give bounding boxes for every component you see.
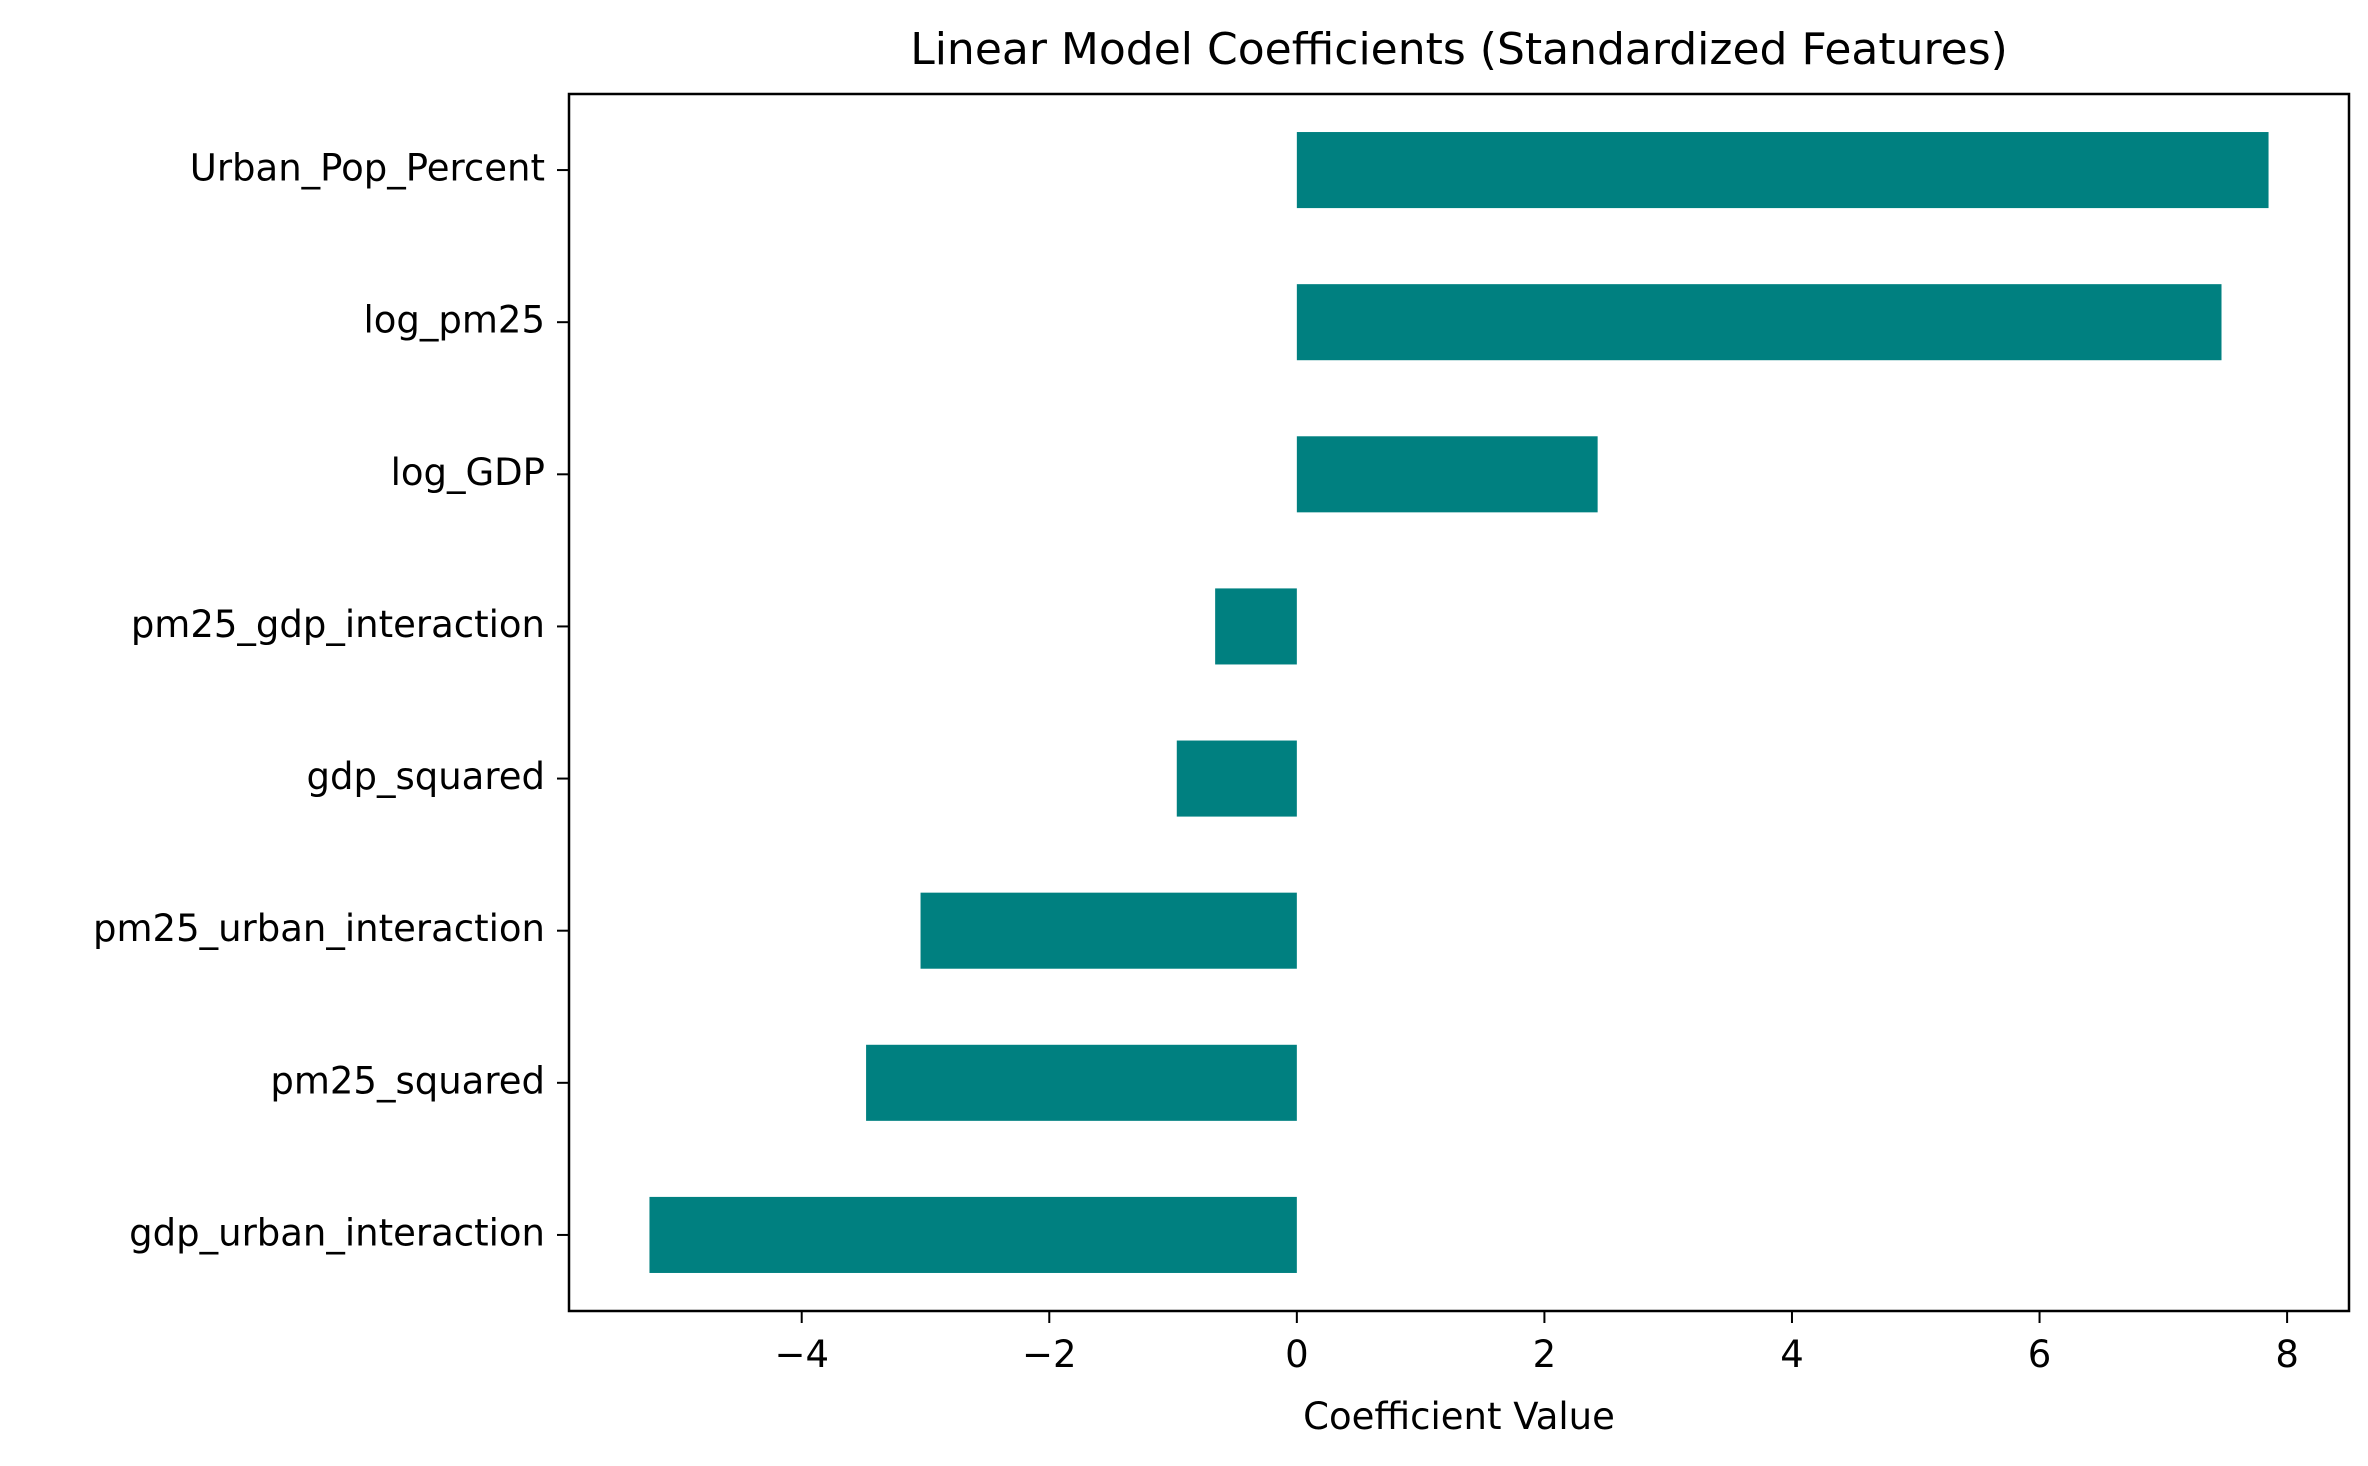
x-tick-label: −2 (1022, 1333, 1077, 1376)
bar-pm25-urban-interaction (920, 892, 1297, 969)
bar-pm25-squared (866, 1044, 1297, 1121)
x-tick-label: 2 (1533, 1333, 1557, 1376)
chart-title: Linear Model Coefficients (Standardized … (910, 24, 2008, 75)
plot-frame (567, 92, 2351, 1313)
y-axis: Urban_Pop_Percent log_pm25 log_GDP pm25_gdp… (93, 147, 569, 1254)
x-tick-label: −4 (774, 1333, 829, 1376)
bars-group (649, 132, 2269, 1273)
bar-gdp-squared (1176, 740, 1297, 817)
y-tick-label: pm25_squared (270, 1059, 545, 1102)
bar-gdp-urban-interaction (649, 1196, 1297, 1273)
bar-urban-pop-percent (1296, 132, 2269, 209)
x-tick-label: 6 (2028, 1333, 2052, 1376)
y-tick-label: log_pm25 (363, 299, 545, 342)
y-tick-label: gdp_urban_interaction (129, 1211, 545, 1254)
bar-pm25-gdp-interaction (1215, 588, 1297, 665)
x-axis-label: Coefficient Value (1303, 1395, 1615, 1438)
y-tick-label: pm25_gdp_interaction (131, 603, 545, 646)
bar-log-gdp (1296, 436, 1598, 513)
y-tick-label: gdp_squared (307, 755, 546, 798)
x-axis: −4 −2 0 2 4 6 8 (774, 1311, 2299, 1376)
x-tick-label: 0 (1285, 1333, 1309, 1376)
y-tick-label: pm25_urban_interaction (93, 907, 545, 950)
y-tick-label: Urban_Pop_Percent (190, 147, 545, 190)
y-tick-label: log_GDP (391, 451, 545, 494)
bar-log-pm25 (1296, 284, 2222, 361)
x-tick-label: 8 (2275, 1333, 2299, 1376)
x-tick-label: 4 (1780, 1333, 1804, 1376)
